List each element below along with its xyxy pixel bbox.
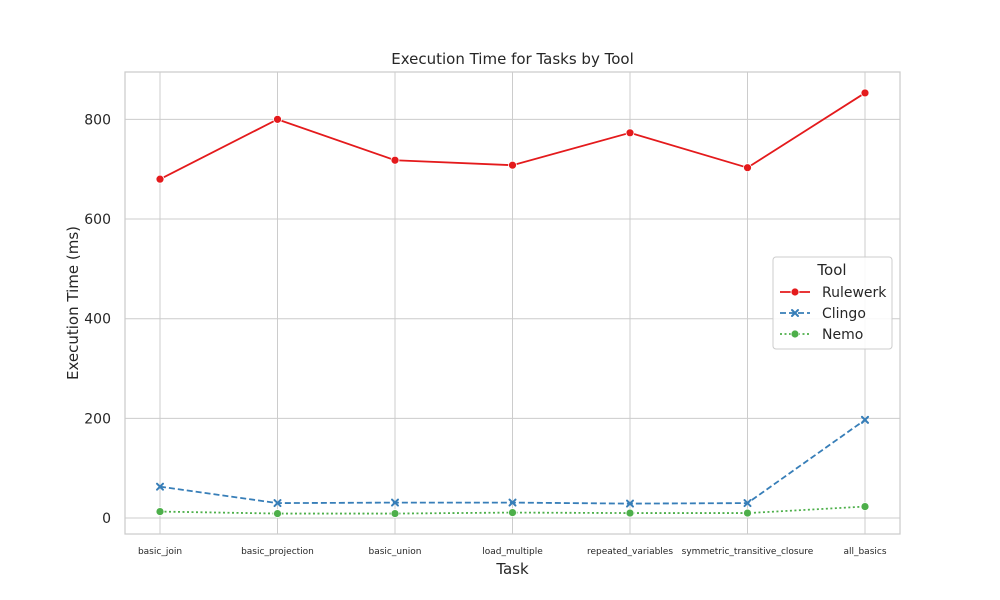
y-tick-label: 0 — [102, 511, 111, 527]
point-nemo-marker — [155, 507, 165, 516]
point-nemo-marker — [625, 508, 635, 518]
point-nemo-marker — [273, 509, 282, 518]
grid — [125, 72, 900, 534]
point-nemo-marker — [508, 508, 517, 517]
y-tick-label: 400 — [84, 312, 111, 328]
point-rulewerk-marker — [743, 163, 752, 173]
legend-nemo-marker — [790, 329, 800, 339]
legend-clingo-marker — [791, 309, 799, 317]
plot-area — [124, 71, 901, 535]
legend-item-nemo: Nemo — [780, 327, 863, 343]
x-tick-label: load_multiple — [482, 547, 543, 557]
point-clingo-marker — [391, 498, 399, 507]
legend-item-rulewerk: Rulewerk — [780, 285, 887, 301]
legend-label-clingo: Clingo — [822, 306, 866, 322]
point-clingo-marker — [273, 499, 282, 508]
point-rulewerk-marker — [860, 88, 870, 98]
x-tick-label: symmetric_transitive_closure — [682, 547, 814, 557]
y-axis-label: Execution Time (ms) — [64, 226, 82, 380]
y-tick-label: 800 — [84, 112, 111, 128]
series-rulewerk — [155, 88, 870, 184]
chart-title: Execution Time for Tasks by Tool — [391, 50, 634, 68]
y-tick-label: 600 — [84, 212, 111, 228]
legend: Tool Rulewerk Clingo Nemo — [772, 256, 893, 350]
point-nemo-marker — [743, 508, 752, 518]
point-rulewerk-marker — [273, 114, 282, 124]
point-clingo-marker — [626, 499, 634, 508]
point-clingo-marker — [861, 415, 869, 424]
x-axis-label: Task — [495, 560, 529, 578]
point-clingo-marker — [156, 482, 164, 491]
point-rulewerk-marker — [625, 128, 635, 138]
point-rulewerk-marker — [155, 174, 165, 184]
point-nemo-marker — [390, 509, 400, 518]
point-rulewerk-marker — [390, 155, 400, 165]
tick-labels: 0 200 400 600 800 basic_join basic_projection b… — [84, 112, 887, 557]
series-layer — [155, 88, 870, 518]
point-clingo-marker — [508, 498, 517, 507]
legend-label-nemo: Nemo — [822, 327, 863, 343]
x-tick-label: basic_join — [138, 547, 182, 557]
legend-rulewerk-marker — [790, 287, 800, 297]
series-nemo — [155, 502, 870, 518]
legend-item-clingo: Clingo — [780, 306, 866, 322]
x-tick-label: repeated_variables — [587, 547, 673, 557]
point-rulewerk-marker — [508, 160, 517, 170]
series-clingo — [156, 415, 869, 508]
legend-box — [772, 256, 893, 350]
point-clingo-marker — [743, 499, 752, 508]
x-tick-label: basic_projection — [241, 547, 314, 557]
legend-title: Tool — [816, 261, 846, 279]
x-tick-label: basic_union — [369, 547, 422, 557]
y-tick-label: 200 — [84, 411, 111, 427]
legend-label-rulewerk: Rulewerk — [822, 285, 887, 301]
x-tick-label: all_basics — [843, 547, 886, 557]
point-nemo-marker — [860, 502, 870, 511]
